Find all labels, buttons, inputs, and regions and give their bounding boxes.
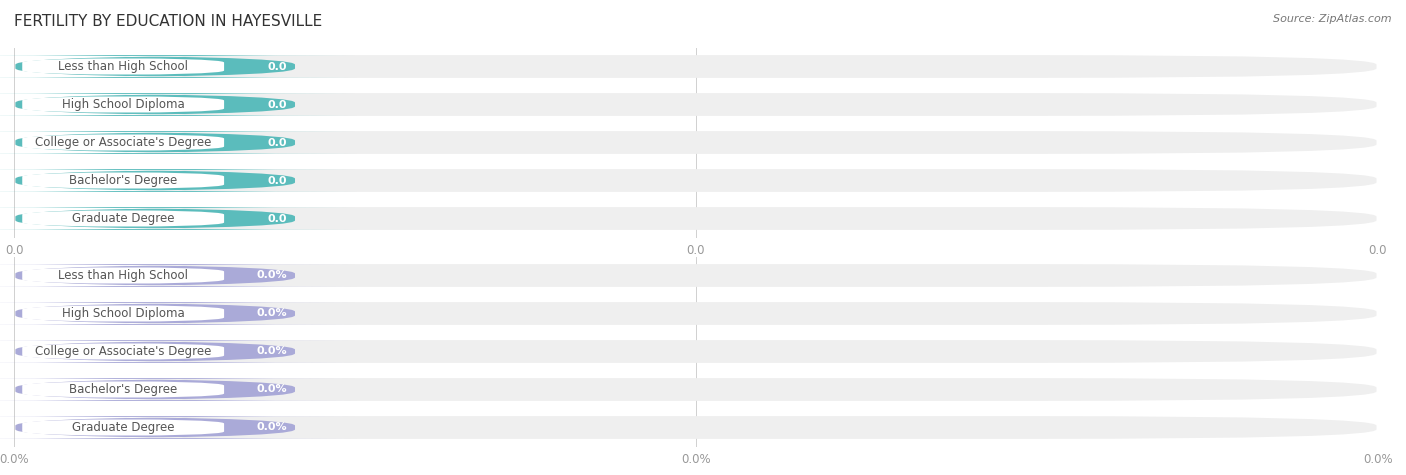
FancyBboxPatch shape [0,264,356,287]
Text: 0.0%: 0.0% [256,384,287,395]
FancyBboxPatch shape [15,55,1376,78]
FancyBboxPatch shape [22,419,224,436]
FancyBboxPatch shape [0,378,356,401]
Text: Graduate Degree: Graduate Degree [72,212,174,225]
FancyBboxPatch shape [15,264,1376,287]
Text: Bachelor's Degree: Bachelor's Degree [69,174,177,187]
FancyBboxPatch shape [0,169,356,192]
Text: Source: ZipAtlas.com: Source: ZipAtlas.com [1274,14,1392,24]
Text: FERTILITY BY EDUCATION IN HAYESVILLE: FERTILITY BY EDUCATION IN HAYESVILLE [14,14,322,29]
FancyBboxPatch shape [0,340,356,363]
Text: 0.0%: 0.0% [256,308,287,319]
Text: 0.0: 0.0 [267,175,287,186]
Text: 0.0: 0.0 [4,244,24,257]
FancyBboxPatch shape [0,93,356,116]
Text: 0.0: 0.0 [267,99,287,110]
Text: College or Associate's Degree: College or Associate's Degree [35,136,211,149]
Text: 0.0: 0.0 [267,137,287,148]
FancyBboxPatch shape [22,343,224,360]
FancyBboxPatch shape [22,96,224,113]
Text: 0.0%: 0.0% [256,346,287,357]
Text: 0.0%: 0.0% [0,453,30,466]
FancyBboxPatch shape [22,267,224,284]
Text: 0.0: 0.0 [267,61,287,72]
FancyBboxPatch shape [22,381,224,398]
FancyBboxPatch shape [15,93,1376,116]
Text: Less than High School: Less than High School [58,60,188,73]
Text: 0.0%: 0.0% [681,453,711,466]
FancyBboxPatch shape [15,378,1376,401]
Text: Less than High School: Less than High School [58,269,188,282]
FancyBboxPatch shape [0,55,356,78]
Text: 0.0%: 0.0% [1362,453,1393,466]
FancyBboxPatch shape [22,305,224,322]
FancyBboxPatch shape [15,302,1376,325]
FancyBboxPatch shape [22,58,224,75]
FancyBboxPatch shape [15,340,1376,363]
Text: 0.0%: 0.0% [256,422,287,433]
Text: 0.0%: 0.0% [256,270,287,281]
FancyBboxPatch shape [0,416,356,439]
FancyBboxPatch shape [15,131,1376,154]
Text: College or Associate's Degree: College or Associate's Degree [35,345,211,358]
Text: 0.0: 0.0 [267,213,287,224]
FancyBboxPatch shape [22,134,224,151]
Text: 0.0: 0.0 [1368,244,1388,257]
Text: High School Diploma: High School Diploma [62,98,184,111]
Text: Graduate Degree: Graduate Degree [72,421,174,434]
FancyBboxPatch shape [15,169,1376,192]
Text: Bachelor's Degree: Bachelor's Degree [69,383,177,396]
FancyBboxPatch shape [15,207,1376,230]
FancyBboxPatch shape [15,416,1376,439]
Text: High School Diploma: High School Diploma [62,307,184,320]
FancyBboxPatch shape [0,207,356,230]
FancyBboxPatch shape [22,172,224,189]
FancyBboxPatch shape [0,302,356,325]
FancyBboxPatch shape [22,210,224,227]
Text: 0.0: 0.0 [686,244,706,257]
FancyBboxPatch shape [0,131,356,154]
